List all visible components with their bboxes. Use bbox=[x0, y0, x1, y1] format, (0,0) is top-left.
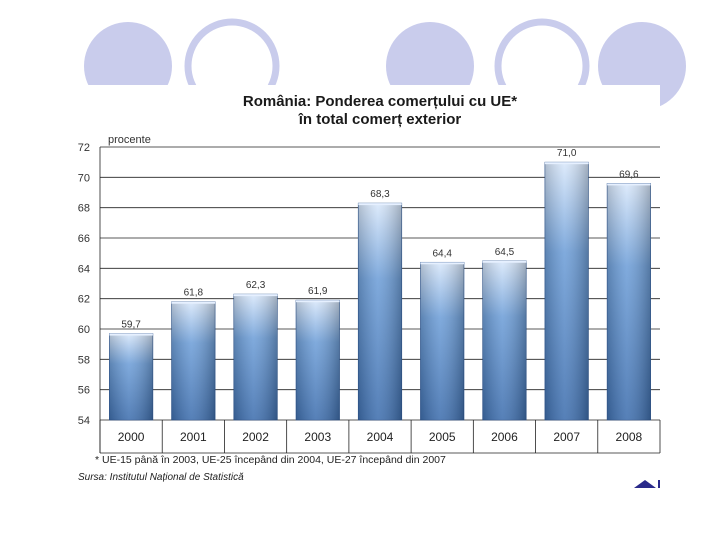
category-table bbox=[99, 420, 661, 454]
bar-shading bbox=[296, 300, 340, 420]
x-tick-label: 2000 bbox=[118, 430, 145, 444]
value-label: 68,3 bbox=[370, 189, 390, 200]
bar-shading bbox=[482, 260, 527, 420]
bar-2002 bbox=[233, 293, 278, 421]
chart-title-line-1: România: Ponderea comerțului cu UE* bbox=[243, 93, 517, 110]
value-label: 64,5 bbox=[495, 247, 515, 258]
x-tick-label: 2007 bbox=[553, 430, 580, 444]
bar-top-highlight bbox=[358, 203, 402, 206]
y-tick-label: 56 bbox=[78, 385, 90, 397]
bar-top-highlight bbox=[482, 260, 527, 263]
bar-2000 bbox=[109, 333, 154, 421]
bar-2008 bbox=[606, 183, 651, 421]
x-tick-label: 2005 bbox=[429, 430, 456, 444]
x-tick-label: 2006 bbox=[491, 430, 518, 444]
value-label: 64,4 bbox=[432, 248, 452, 259]
bar-top-highlight bbox=[296, 300, 340, 303]
value-label: 59,7 bbox=[121, 320, 141, 331]
value-label: 69,6 bbox=[619, 169, 639, 180]
x-tick-label: 2002 bbox=[242, 430, 269, 444]
y-tick-label: 54 bbox=[78, 415, 90, 427]
bar-shading bbox=[420, 262, 464, 420]
bar-shading bbox=[171, 301, 216, 420]
bar-2003 bbox=[295, 299, 340, 421]
chart-footnote: * UE-15 până în 2003, UE-25 începând din… bbox=[95, 454, 446, 466]
y-axis-unit-label: procente bbox=[108, 134, 151, 146]
x-tick-label: 2003 bbox=[304, 430, 331, 444]
y-tick-label: 60 bbox=[78, 324, 90, 336]
value-labels: 59,7 61,8 62,3 61,9 68,3 64,4 64,5 71,0 69,6 bbox=[121, 148, 639, 330]
y-tick-label: 58 bbox=[78, 354, 90, 366]
bar-2001 bbox=[171, 301, 216, 421]
bar-2007 bbox=[544, 161, 589, 421]
bar-top-highlight bbox=[233, 294, 278, 297]
navigation-arrow-icon[interactable] bbox=[632, 480, 660, 488]
value-label: 61,9 bbox=[308, 286, 328, 297]
y-tick-label: 64 bbox=[78, 263, 90, 275]
bar-shading bbox=[544, 162, 589, 420]
value-label: 71,0 bbox=[557, 148, 577, 159]
bar-2005 bbox=[420, 261, 465, 421]
bar-shading bbox=[109, 333, 153, 420]
x-tick-label: 2008 bbox=[616, 430, 643, 444]
bar-top-highlight bbox=[109, 333, 153, 336]
y-tick-label: 66 bbox=[78, 233, 90, 245]
chart-title-line-2: în total comerț exterior bbox=[298, 111, 462, 128]
bar-top-highlight bbox=[607, 183, 651, 186]
bars bbox=[109, 161, 651, 421]
bar-2006 bbox=[482, 260, 527, 421]
chart-source: Sursa: Institutul Național de Statistică bbox=[78, 472, 244, 483]
y-tick-label: 68 bbox=[78, 203, 90, 215]
bar-top-highlight bbox=[544, 162, 589, 165]
value-label: 61,8 bbox=[184, 288, 204, 299]
value-label: 62,3 bbox=[246, 280, 266, 291]
y-tick-label: 70 bbox=[78, 172, 90, 184]
y-tick-label: 72 bbox=[78, 142, 90, 154]
bar-2004 bbox=[357, 202, 403, 421]
x-axis-labels: 2000 2001 2002 2003 2004 2005 2006 2007 2008 bbox=[118, 430, 643, 444]
bar-shading bbox=[233, 294, 278, 420]
x-tick-label: 2001 bbox=[180, 430, 207, 444]
y-axis-ticks: 54 56 58 60 62 64 66 68 70 72 bbox=[78, 142, 90, 427]
bar-shading bbox=[358, 203, 402, 420]
y-tick-label: 62 bbox=[78, 294, 90, 306]
bar-top-highlight bbox=[171, 301, 216, 304]
bar-shading bbox=[607, 183, 651, 420]
bar-top-highlight bbox=[420, 262, 464, 265]
x-tick-label: 2004 bbox=[367, 430, 394, 444]
